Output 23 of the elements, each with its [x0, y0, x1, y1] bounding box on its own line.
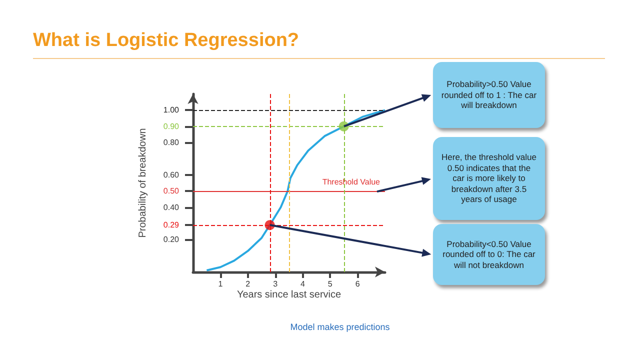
chart-title: What is Logistic Regression?: [33, 30, 605, 59]
text: Probability<0.50 Value rounded off to 0: The car will not breakdown: [433, 224, 545, 285]
y-tick-label: 0.90: [163, 122, 180, 131]
text: Model makes predictions: [289, 322, 391, 332]
y-tick-label: 0.20: [163, 235, 180, 244]
text: Probability>0.50 Value rounded off to 1 : The car will breakdown: [433, 62, 545, 128]
y-tick-label: 1.00: [163, 106, 180, 115]
x-axis-title: Years since last service: [236, 290, 342, 300]
y-axis-title: Probability of breakdown: [138, 128, 148, 238]
x-tick-label: 5: [328, 280, 333, 288]
y-tick-label: 0.50: [163, 186, 180, 196]
x-tick-label: 3: [273, 280, 278, 288]
y-tick-label: 0.80: [163, 138, 180, 148]
line-series: [206, 109, 386, 272]
x-tick-label: 4: [300, 280, 306, 288]
text: Here, the threshold value 0.50 indicates that the car is more likely to breakdown after 3.5 years of usage: [433, 137, 545, 220]
x-tick-label: 2: [246, 280, 251, 288]
y-tick-label: 0.29: [163, 220, 180, 230]
y-tick-label: 0.40: [163, 202, 180, 212]
x-tick-label: 6: [355, 280, 360, 288]
ref-line-label: Threshold Value: [322, 178, 381, 187]
x-tick-label: 1: [218, 280, 224, 288]
y-tick-label: 0.60: [163, 170, 180, 180]
